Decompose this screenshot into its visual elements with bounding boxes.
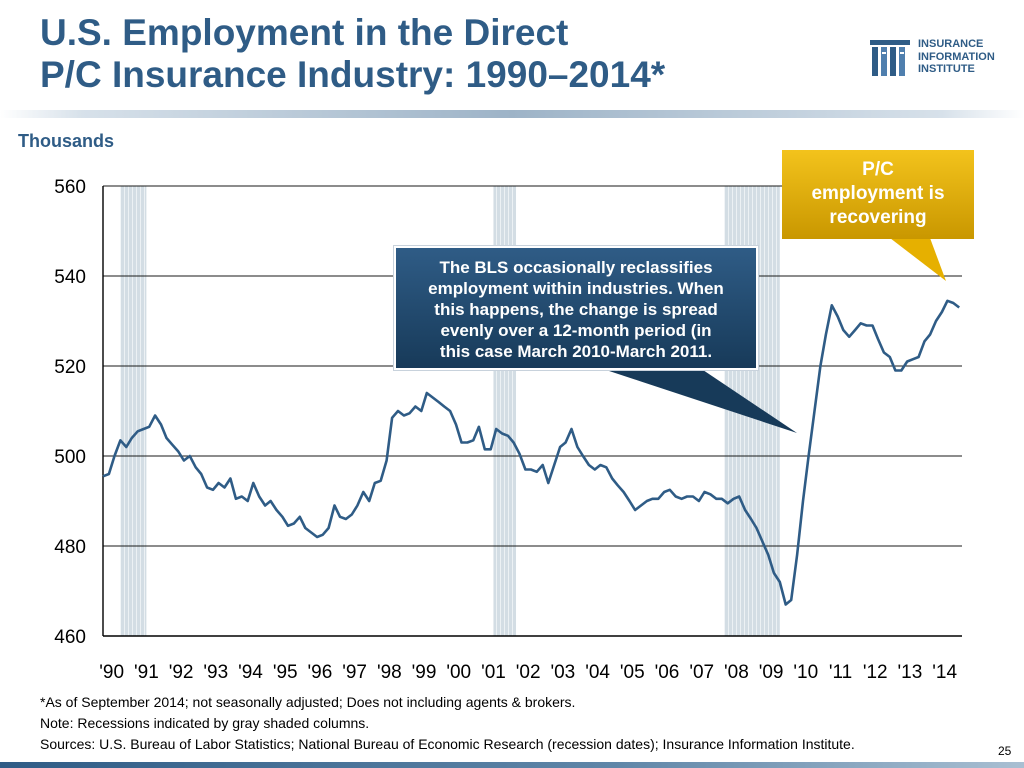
- y-tick-label-480: 480: [54, 537, 86, 558]
- y-tick-label-540: 540: [54, 267, 86, 288]
- x-tick-label-00: '00: [446, 662, 471, 683]
- iii-logo-icon: [870, 40, 910, 76]
- recovering-callout: P/C employment is recovering: [782, 150, 974, 239]
- y-tick-label-520: 520: [54, 357, 86, 378]
- page-title: U.S. Employment in the Direct P/C Insura…: [40, 12, 665, 96]
- x-tick-label-98: '98: [377, 662, 402, 683]
- bls-callout-line-5: this case March 2010-March 2011.: [439, 342, 713, 361]
- x-tick-label-97: '97: [342, 662, 367, 683]
- y-tick-label-500: 500: [54, 447, 86, 468]
- iii-logo-text: INSURANCE INFORMATION INSTITUTE: [918, 38, 995, 76]
- x-tick-label-90: '90: [99, 662, 124, 683]
- title-line-1: U.S. Employment in the Direct: [40, 12, 569, 53]
- footnote-asterisk: *As of September 2014; not seasonally ad…: [40, 694, 576, 710]
- x-tick-label-91: '91: [134, 662, 159, 683]
- bottom-accent-bar: [0, 762, 1024, 768]
- x-tick-label-93: '93: [203, 662, 228, 683]
- bls-callout-line-4: evenly over a 12-month period (in: [440, 321, 712, 340]
- x-tick-label-94: '94: [238, 662, 263, 683]
- logo-line-1: INSURANCE: [918, 38, 984, 50]
- x-tick-label-07: '07: [689, 662, 714, 683]
- recovering-callout-line-2: employment is: [811, 183, 945, 204]
- series-line-1: [102, 299, 960, 606]
- x-tick-label-13: '13: [898, 662, 923, 683]
- footnote-sources: Sources: U.S. Bureau of Labor Statistics…: [40, 736, 855, 752]
- x-tick-label-04: '04: [585, 662, 610, 683]
- x-tick-label-92: '92: [169, 662, 194, 683]
- footnote-recessions: Note: Recessions indicated by gray shade…: [40, 715, 370, 731]
- recession-band-1: [120, 186, 147, 636]
- x-tick-label-96: '96: [308, 662, 333, 683]
- x-tick-label-06: '06: [655, 662, 680, 683]
- x-tick-label-14: '14: [932, 662, 957, 683]
- x-tick-label-03: '03: [550, 662, 575, 683]
- y-axis-units-label: Thousands: [18, 131, 115, 151]
- bls-callout-pointer: [600, 368, 797, 433]
- x-tick-label-11: '11: [829, 662, 852, 683]
- y-tick-label-560: 560: [54, 177, 86, 198]
- x-tick-label-05: '05: [620, 662, 645, 683]
- x-tick-label-01: '01: [481, 662, 506, 683]
- title-divider: [0, 110, 1024, 118]
- footnotes: *As of September 2014; not seasonally ad…: [40, 692, 980, 755]
- bls-callout-line-3: this happens, the change is spread: [434, 300, 718, 319]
- y-tick-label-460: 460: [54, 627, 86, 648]
- recovering-callout-line-1: P/C: [862, 159, 894, 180]
- iii-logo: INSURANCE INFORMATION INSTITUTE: [868, 38, 1018, 80]
- x-tick-label-10: '10: [793, 662, 818, 683]
- x-tick-label-95: '95: [273, 662, 298, 683]
- x-tick-label-09: '09: [759, 662, 784, 683]
- logo-line-2: INFORMATION: [918, 50, 995, 63]
- logo-line-3: INSTITUTE: [918, 63, 975, 75]
- recovering-callout-pointer: [890, 238, 946, 281]
- page-number: 25: [998, 744, 1012, 758]
- x-tick-label-08: '08: [724, 662, 749, 683]
- x-tick-label-99: '99: [412, 662, 437, 683]
- recovering-callout-line-3: recovering: [829, 207, 927, 228]
- bls-reclassification-callout: The BLS occasionally reclassifies employ…: [394, 246, 758, 370]
- x-tick-label-02: '02: [516, 662, 541, 683]
- title-line-2: P/C Insurance Industry: 1990–2014*: [40, 54, 666, 95]
- x-tick-label-12: '12: [863, 662, 888, 683]
- bls-callout-line-1: The BLS occasionally reclassifies: [439, 258, 713, 277]
- bls-callout-line-2: employment within industries. When: [428, 279, 724, 298]
